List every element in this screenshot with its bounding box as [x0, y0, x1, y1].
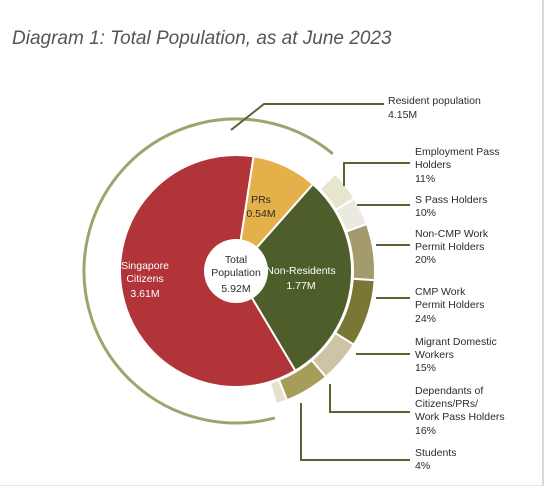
- center-label-line-2: Population: [211, 267, 261, 279]
- s-pass-label: S Pass Holders: [415, 194, 487, 206]
- citizens-label-line-1: Singapore: [121, 260, 169, 272]
- resident-label: Resident population: [388, 95, 481, 107]
- center-label-line-1: Total: [225, 254, 247, 266]
- students-label: Students: [415, 447, 456, 459]
- students-value: 4%: [415, 460, 430, 472]
- non-cmp-label-line-1: Non-CMP Work: [415, 228, 489, 240]
- citizens-value: 3.61M: [130, 288, 159, 300]
- cmp-label-line-1: CMP Work: [415, 286, 466, 298]
- non-cmp-label-line-2: Permit Holders: [415, 241, 484, 253]
- leader-dependants: [329, 384, 410, 413]
- employment-pass-label-line-1: Employment Pass: [415, 146, 500, 158]
- breakdown-arc-6: [268, 378, 289, 406]
- prs-label: PRs: [251, 194, 271, 206]
- non-resident-breakdown-arcs: [268, 172, 376, 406]
- cmp-value: 24%: [415, 313, 436, 325]
- slice-non-residents: [234, 182, 353, 373]
- prs-value: 0.54M: [246, 208, 275, 220]
- s-pass-value: 10%: [415, 207, 436, 219]
- cmp-label-line-2: Permit Holders: [415, 299, 484, 311]
- dependants-label-line-1: Dependants of: [415, 385, 483, 397]
- dependants-value: 16%: [415, 425, 436, 437]
- leader-employment-pass: [343, 162, 410, 186]
- center-value: 5.92M: [221, 283, 250, 295]
- employment-pass-value: 11%: [415, 173, 435, 185]
- non-cmp-value: 20%: [415, 254, 436, 266]
- migrant-domestic-label-line-1: Migrant Domestic: [415, 336, 497, 348]
- citizens-label-line-2: Citizens: [126, 273, 163, 285]
- employment-pass-label-line-2: Holders: [415, 159, 451, 171]
- center-hole: [204, 239, 268, 303]
- dependants-label-line-2: Citizens/PRs/: [415, 398, 478, 410]
- dependants-label-line-3: Work Pass Holders: [415, 411, 505, 423]
- non-residents-value: 1.77M: [286, 280, 315, 292]
- leader-lines: [230, 103, 410, 461]
- resident-value: 4.15M: [388, 109, 417, 121]
- migrant-domestic-value: 15%: [415, 362, 436, 374]
- non-residents-label: Non-Residents: [266, 265, 335, 277]
- leader-resident: [230, 103, 384, 131]
- leader-students: [300, 403, 410, 461]
- migrant-domestic-label-line-2: Workers: [415, 349, 454, 361]
- chart-title: Diagram 1: Total Population, as at June …: [12, 28, 392, 49]
